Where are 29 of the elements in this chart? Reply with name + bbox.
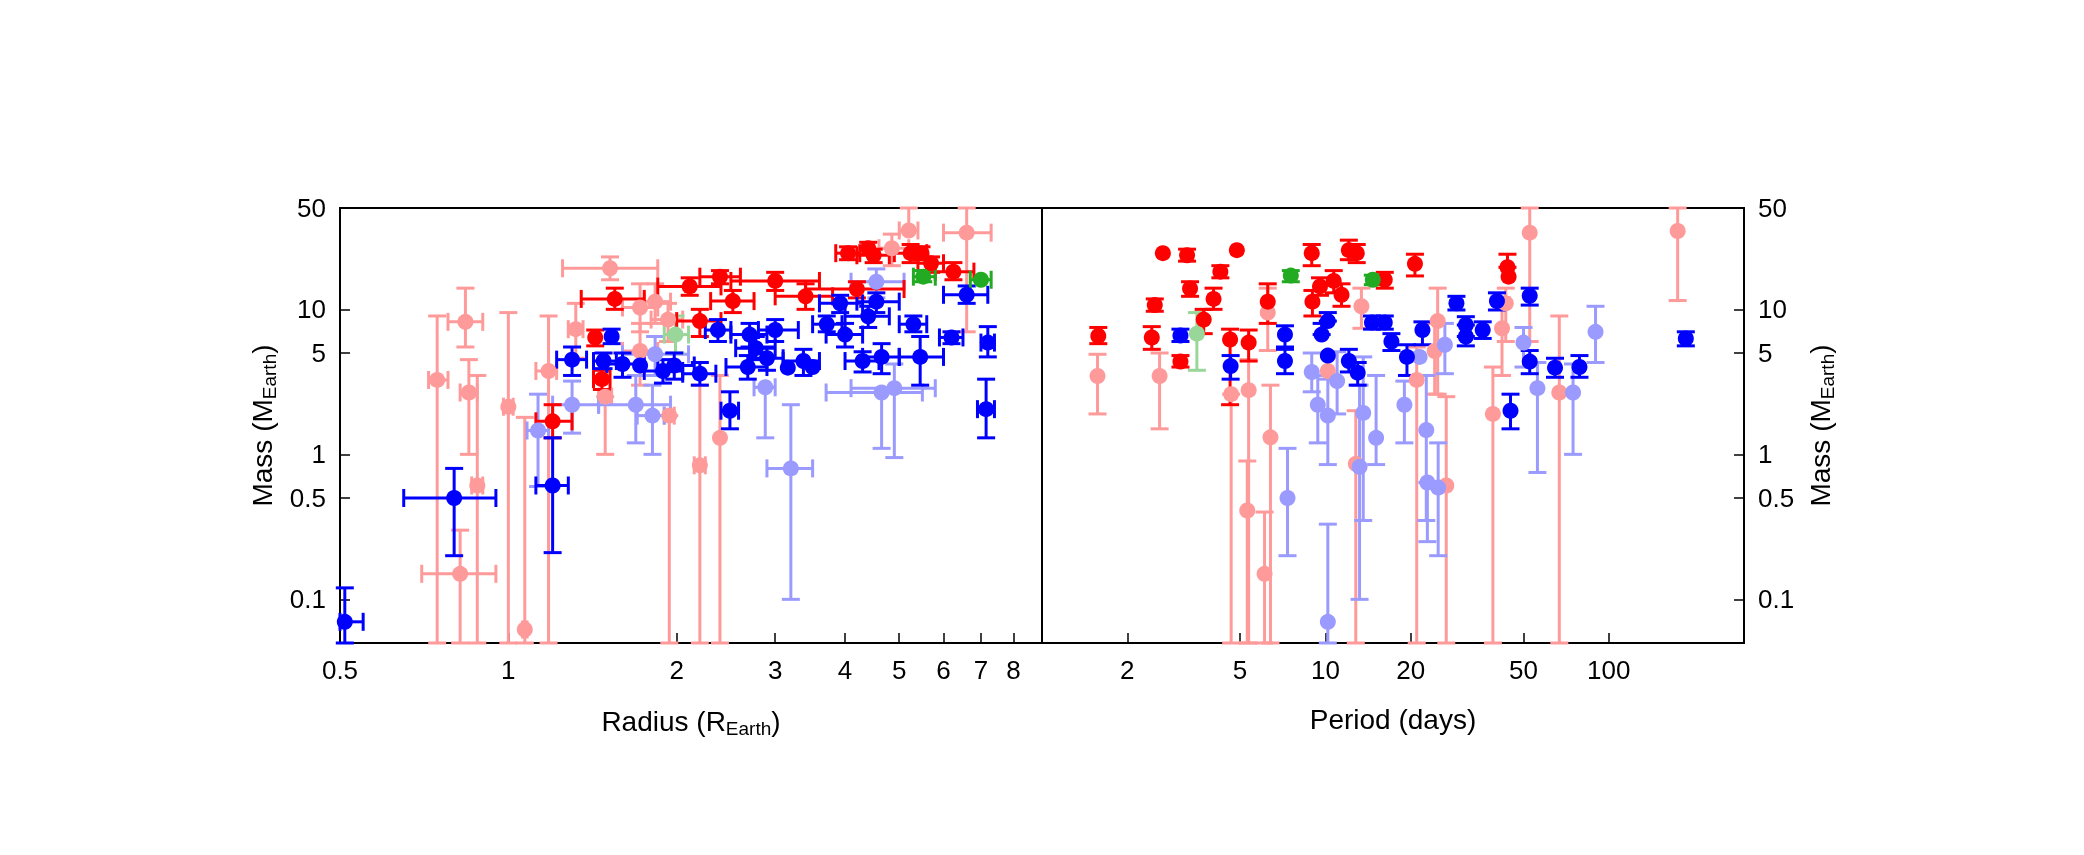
x-tick-label: 4 bbox=[837, 655, 853, 685]
x-tick-label: 2 bbox=[1119, 655, 1135, 685]
x-tick-label: 50 bbox=[1508, 655, 1538, 685]
y-tick-label: 5 bbox=[1757, 338, 1772, 368]
y-tick-label: 1 bbox=[311, 439, 326, 470]
x-tick-label: 20 bbox=[1395, 655, 1425, 685]
y-tick-label: 0.5 bbox=[1757, 483, 1794, 513]
x-tick-label: 100 bbox=[1586, 655, 1630, 685]
x-tick-label: 10 bbox=[1310, 655, 1340, 685]
x-tick-label: 7 bbox=[973, 655, 989, 685]
x-tick-label: 8 bbox=[1006, 655, 1021, 685]
x-tick-label: 5 bbox=[892, 655, 907, 685]
y-tick-label: 0.1 bbox=[1757, 584, 1794, 615]
y-tick-label: 1 bbox=[1757, 439, 1772, 470]
y-tick-label: 10 bbox=[297, 294, 326, 325]
y-tick-label: 10 bbox=[1757, 294, 1787, 325]
x-tick-label: 3 bbox=[767, 655, 783, 685]
x-tick-label: 6 bbox=[936, 655, 951, 685]
y-tick-label: 0.5 bbox=[289, 483, 326, 513]
y-axis-title: Mass (MEarth) bbox=[1804, 344, 1838, 507]
x-tick-label: 1 bbox=[501, 655, 516, 685]
x-tick-label: 5 bbox=[1232, 655, 1247, 685]
x-tick-label: 2 bbox=[669, 655, 684, 685]
y-tick-label: 50 bbox=[1757, 193, 1787, 223]
x-axis-title: Period (days) bbox=[1309, 703, 1476, 735]
y-tick-label: 50 bbox=[297, 193, 326, 223]
y-axis-title: Mass (MEarth) bbox=[246, 344, 280, 507]
y-tick-label: 0.1 bbox=[289, 584, 326, 615]
y-tick-label: 5 bbox=[311, 338, 326, 368]
